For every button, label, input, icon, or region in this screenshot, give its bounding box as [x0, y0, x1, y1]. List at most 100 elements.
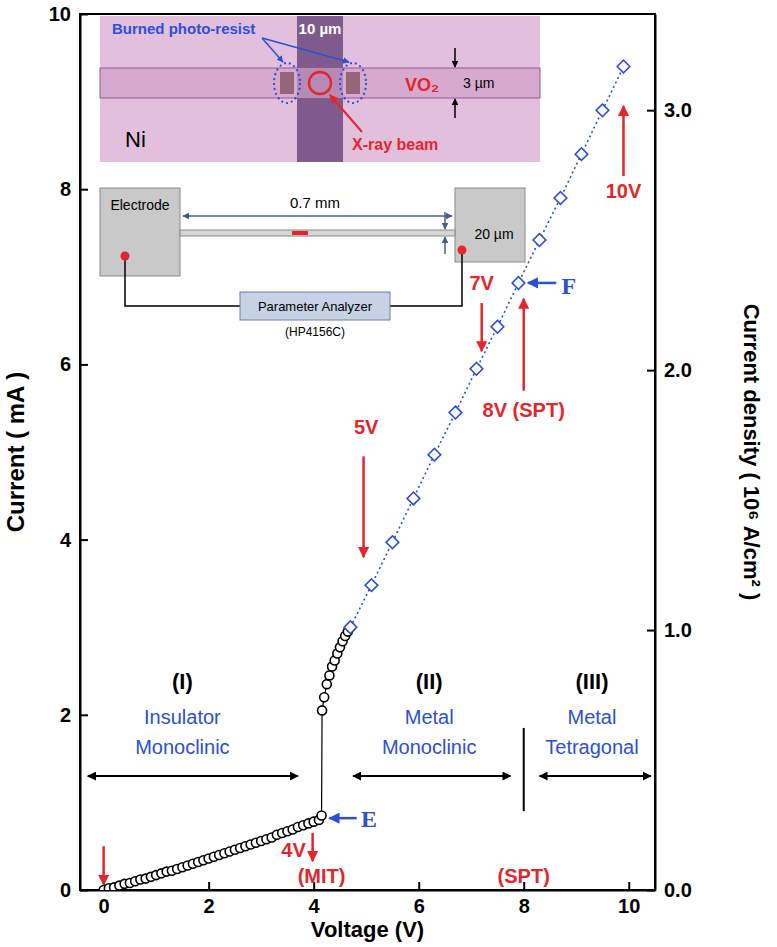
tick-label: 2	[204, 895, 215, 917]
annotation: Insulator	[144, 706, 221, 728]
tick: 2	[204, 882, 215, 917]
annotation: Metal	[568, 706, 617, 728]
annotation: (III)	[575, 669, 608, 694]
tick-mark	[80, 539, 88, 541]
plot-area	[99, 60, 630, 890]
y2-axis: 0.0 1.0 2.0 3.0	[647, 15, 692, 901]
inset-label: X-ray beam	[352, 136, 438, 153]
electrode-pad	[455, 188, 525, 262]
marker	[470, 362, 483, 375]
tick: 2.0	[647, 359, 692, 381]
annotation-arrow	[311, 833, 314, 861]
inset-label: 10 µm	[299, 20, 342, 37]
marker	[318, 706, 327, 715]
annotations: (I)InsulatorMonoclinic(II)MetalMonoclini…	[88, 106, 651, 887]
x-axis-title: Voltage (V)	[311, 917, 424, 942]
annotation: E	[361, 806, 377, 832]
tick-mark	[80, 714, 88, 716]
analyzer-box	[240, 292, 390, 320]
tick: 1.0	[647, 619, 692, 641]
marker	[449, 406, 462, 419]
inset-label: Electrode	[110, 197, 169, 213]
marker	[491, 320, 504, 333]
annotation: Metal	[405, 706, 454, 728]
burned-outline	[274, 63, 300, 103]
marker	[407, 492, 420, 505]
tick-label: 8	[60, 178, 71, 200]
tick-mark	[628, 882, 630, 890]
burned-outline	[340, 63, 366, 103]
y-axis: 0246810	[49, 3, 88, 901]
annotation-arrow	[329, 817, 356, 820]
sample-strip	[180, 230, 455, 236]
electrode-gap	[297, 16, 343, 162]
electrode-pad	[100, 188, 180, 276]
annotation: Monoclinic	[382, 736, 476, 758]
contact	[121, 252, 130, 261]
annotation-arrow	[353, 775, 511, 777]
plot-frame	[80, 14, 655, 890]
tick-label: 4	[60, 529, 72, 551]
marker	[596, 104, 609, 117]
annotation-arrow	[102, 846, 105, 885]
tick: 4	[309, 882, 321, 917]
inset-label: Ni	[125, 127, 146, 152]
tick-label: 3.0	[664, 99, 692, 121]
vo2-strip	[100, 68, 540, 98]
tick: 4	[60, 529, 88, 551]
tick: 3.0	[647, 99, 692, 121]
annotation-arrow	[522, 299, 525, 391]
marker	[320, 693, 329, 702]
annotation-arrow	[480, 303, 483, 351]
inset-arrow	[444, 237, 446, 254]
annotation: (MIT)	[298, 865, 346, 887]
tick-label: 2.0	[664, 359, 692, 381]
annotation: Monoclinic	[135, 736, 229, 758]
contact	[458, 246, 467, 255]
series-line	[350, 67, 623, 628]
tick-mark	[80, 189, 88, 191]
marker	[575, 148, 588, 161]
tick-mark	[647, 630, 655, 632]
burned-spot	[346, 72, 360, 94]
wire	[390, 250, 462, 306]
tick: 6	[414, 882, 425, 917]
annotation: (SPT)	[498, 865, 550, 887]
tick-label: 2	[60, 704, 71, 726]
tick-mark	[208, 882, 210, 890]
photo-background	[100, 16, 540, 162]
tick-label: 1.0	[664, 619, 692, 641]
vo2-strip-gap	[297, 68, 343, 98]
tick-mark	[647, 110, 655, 112]
tick-label: 8	[519, 895, 530, 917]
beam-spot	[309, 72, 331, 94]
inset-label: 0.7 mm	[290, 194, 340, 211]
inset-label: 20 µm	[474, 226, 513, 242]
phase-boundary	[523, 728, 525, 811]
tick-label: 10	[49, 3, 71, 25]
marker	[386, 536, 399, 549]
tick-label: 0.0	[664, 879, 692, 901]
marker	[512, 277, 525, 290]
tick-mark	[80, 364, 88, 366]
inset-label: 3 µm	[463, 75, 494, 91]
tick-label: 10	[618, 895, 640, 917]
annotation: 4V	[281, 839, 306, 861]
annotation-arrow	[539, 775, 650, 777]
marker	[554, 192, 567, 205]
marker	[428, 448, 441, 461]
tick-label: 6	[60, 353, 71, 375]
marker	[617, 60, 630, 73]
inset-arrow	[183, 215, 452, 217]
inset-label: VO₂	[405, 75, 439, 95]
sample-mark	[292, 231, 308, 235]
annotation: 10V	[606, 180, 642, 202]
tick: 2	[60, 704, 88, 726]
marker	[317, 811, 326, 820]
wire	[125, 256, 240, 306]
marker	[322, 680, 331, 689]
tick-label: 6	[414, 895, 425, 917]
y2-axis-title: Current density ( 10⁶ A/cm² )	[739, 304, 764, 601]
x-axis: 0246810	[81, 882, 656, 917]
tick: 8	[519, 882, 530, 917]
